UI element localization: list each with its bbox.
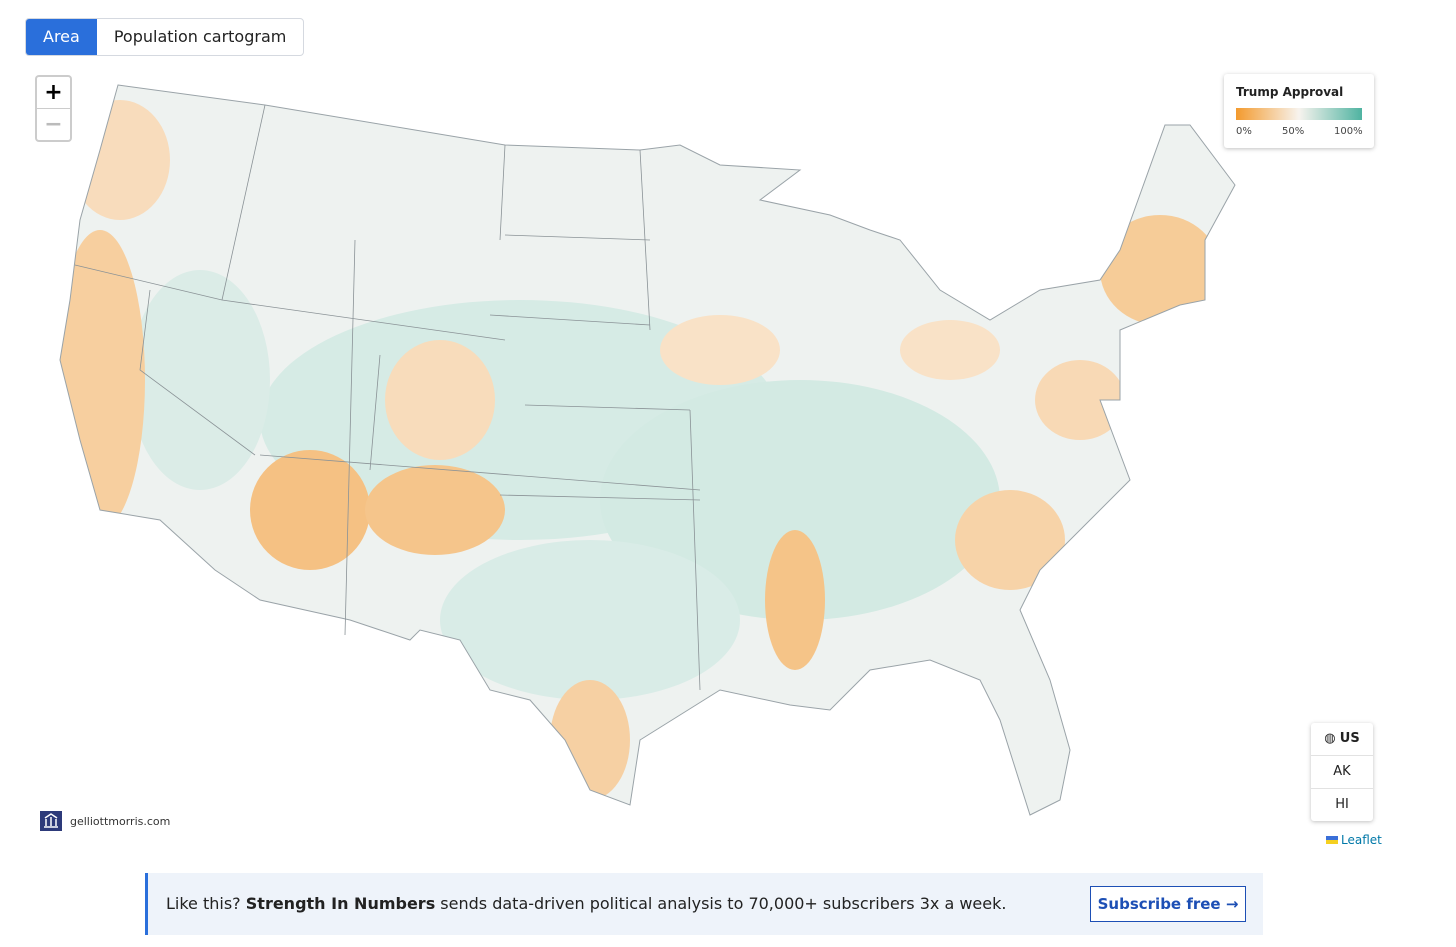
state-borders [74, 104, 701, 691]
legend-title: Trump Approval [1236, 85, 1344, 99]
logo [40, 811, 62, 831]
banner-message: Like this? Strength In Numbers sends dat… [166, 894, 1006, 913]
region-ak[interactable]: AK [1311, 755, 1373, 788]
tab-cartogram[interactable]: Population cartogram [113, 27, 287, 46]
banner-lead: Like this? [166, 894, 246, 913]
legend-tick: 50% [1282, 126, 1305, 137]
legend-gradient [1236, 108, 1362, 120]
region-switch: ◍ US AK HI [1311, 723, 1373, 821]
region-us[interactable]: ◍ US [1311, 723, 1373, 755]
legend: Trump Approval 0% 50% 100% [1224, 74, 1374, 148]
zoom-in[interactable]: + [44, 80, 63, 105]
subscribe-button[interactable]: Subscribe free → [1090, 886, 1246, 922]
flag [1326, 836, 1338, 844]
banner-text: sends data-driven political analysis to … [435, 894, 1007, 913]
map [59, 84, 1236, 816]
region-label: US [1339, 731, 1360, 746]
leaflet-link[interactable]: Leaflet [1326, 833, 1382, 847]
legend-tick: 0% [1236, 126, 1252, 137]
banner-brand: Strength In Numbers [245, 894, 436, 913]
zoom-control: + − [35, 75, 72, 142]
view-tabs: Area Population cartogram [25, 18, 305, 56]
legend-tick: 100% [1334, 126, 1363, 137]
region-hi[interactable]: HI [1311, 788, 1373, 821]
leaflet-text[interactable]: Leaflet [1341, 833, 1382, 847]
zoom-out[interactable]: − [37, 108, 70, 140]
shading [60, 100, 1220, 800]
attribution-text[interactable]: gelliottmorris.com [70, 814, 171, 828]
subscribe-banner: Like this? Strength In Numbers sends dat… [145, 873, 1263, 935]
tab-area[interactable]: Area [26, 19, 97, 55]
globe-icon: ◍ [1324, 731, 1340, 746]
attribution: gelliottmorris.com [40, 811, 170, 831]
